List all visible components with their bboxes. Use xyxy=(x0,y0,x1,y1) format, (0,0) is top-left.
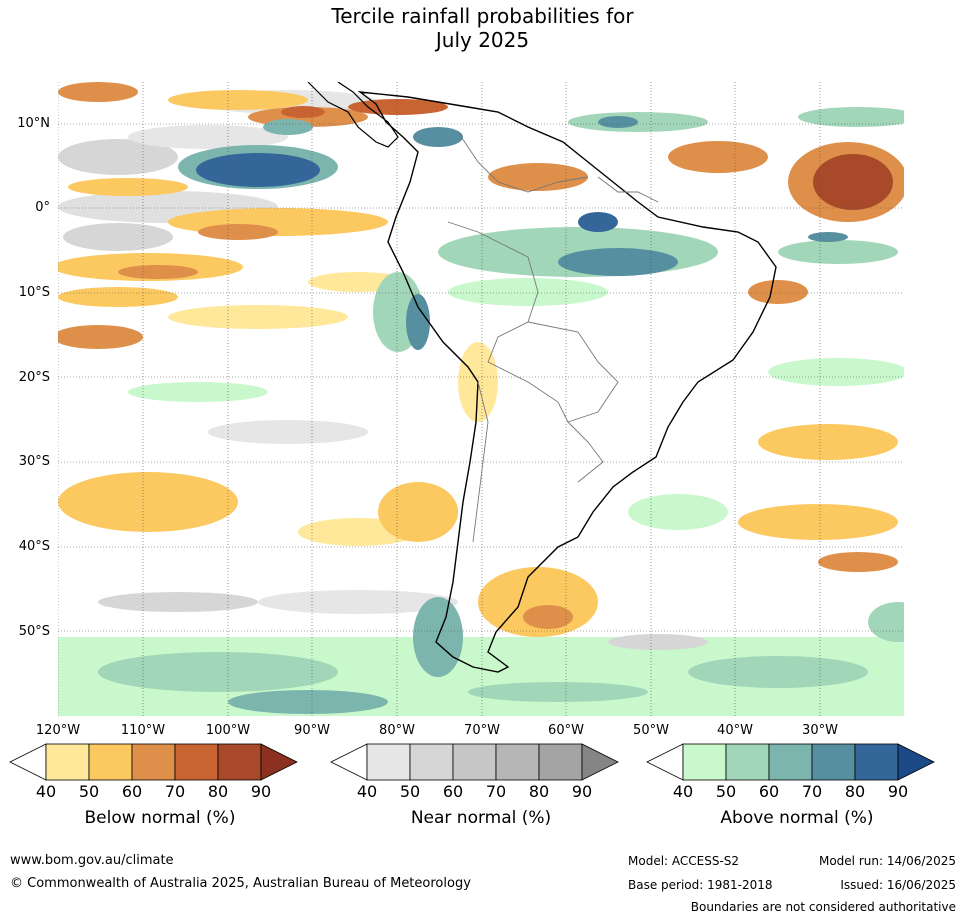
colorbar-segment xyxy=(366,743,411,781)
colorbar-segment xyxy=(452,743,497,781)
colorbar-tick-label: 80 xyxy=(528,782,550,801)
lon-label: 40°W xyxy=(717,723,753,738)
colorbar-tick-label: 40 xyxy=(35,782,57,801)
map-canvas xyxy=(53,81,928,716)
colorbar-tick-label: 50 xyxy=(715,782,737,801)
lat-label: 20°S xyxy=(18,370,50,385)
lon-label: 30°W xyxy=(802,723,838,738)
lat-label: 10°S xyxy=(18,285,50,300)
lat-label: 40°S xyxy=(18,539,50,554)
colorbar-tick-label: 90 xyxy=(571,782,593,801)
colorbar-segment xyxy=(538,743,583,781)
colorbar-segment xyxy=(682,743,727,781)
lat-label: 30°S xyxy=(18,454,50,469)
lon-label: 60°W xyxy=(548,723,584,738)
graticule xyxy=(57,82,904,716)
base-period-text: Base period: 1981-2018 xyxy=(628,878,773,892)
title-line-1: Tercile rainfall probabilities for xyxy=(331,4,634,28)
colorbar-extend-high xyxy=(897,743,935,781)
colorbar-tick-label: 70 xyxy=(164,782,186,801)
above-normal-colorbar xyxy=(646,743,935,781)
colorbar-segment xyxy=(45,743,90,781)
map-title: Tercile rainfall probabilities for July … xyxy=(0,4,965,52)
colorbar-segment xyxy=(217,743,262,781)
colorbar-segment xyxy=(811,743,856,781)
probability-map xyxy=(53,81,928,716)
colorbar-tick-label: 70 xyxy=(485,782,507,801)
below-normal-colorbar xyxy=(9,743,298,781)
near-normal-title: Near normal (%) xyxy=(410,808,552,828)
colorbar-tick-label: 60 xyxy=(758,782,780,801)
colorbar-tick-label: 80 xyxy=(844,782,866,801)
lon-label: 120°W xyxy=(35,723,81,738)
lat-label: 10°N xyxy=(17,116,50,131)
colorbar-segment xyxy=(88,743,133,781)
copyright-text: © Commonwealth of Australia 2025, Austra… xyxy=(10,876,471,891)
model-run-text: Model run: 14/06/2025 xyxy=(818,854,956,868)
below-normal-title: Below normal (%) xyxy=(84,808,236,828)
colorbar-segment xyxy=(131,743,176,781)
colorbar-segment xyxy=(495,743,540,781)
colorbar-tick-label: 40 xyxy=(672,782,694,801)
colorbar-tick-label: 50 xyxy=(399,782,421,801)
lat-label: 50°S xyxy=(18,624,50,639)
lon-label: 90°W xyxy=(294,723,330,738)
lon-label: 70°W xyxy=(464,723,500,738)
lon-label: 80°W xyxy=(379,723,415,738)
website-link[interactable]: www.bom.gov.au/climate xyxy=(10,853,174,868)
colorbar-extend-low xyxy=(9,743,47,781)
lat-label: 0° xyxy=(35,200,50,215)
colorbar-tick-label: 90 xyxy=(250,782,272,801)
colorbar-extend-high xyxy=(260,743,298,781)
colorbar-extend-low xyxy=(646,743,684,781)
colorbar-extend-low xyxy=(330,743,368,781)
near-normal-colorbar xyxy=(330,743,619,781)
south-america-coastline xyxy=(357,91,777,673)
lon-label: 110°W xyxy=(120,723,166,738)
colorbar-tick-label: 90 xyxy=(887,782,909,801)
colorbar-tick-label: 60 xyxy=(442,782,464,801)
colorbar-segment xyxy=(725,743,770,781)
colorbar-segment xyxy=(409,743,454,781)
boundaries-note: Boundaries are not considered authoritat… xyxy=(690,900,956,914)
colorbar-extend-high xyxy=(581,743,619,781)
title-line-2: July 2025 xyxy=(435,28,530,52)
colorbar-segment xyxy=(854,743,899,781)
colorbar-segment xyxy=(768,743,813,781)
country-borders xyxy=(447,131,659,543)
issued-text: Issued: 16/06/2025 xyxy=(840,878,956,892)
probability-shading xyxy=(53,82,928,716)
colorbar-segment xyxy=(174,743,219,781)
lon-label: 100°W xyxy=(205,723,251,738)
model-text: Model: ACCESS-S2 xyxy=(628,854,740,868)
colorbar-tick-label: 60 xyxy=(121,782,143,801)
lon-label: 50°W xyxy=(633,723,669,738)
colorbar-tick-label: 50 xyxy=(78,782,100,801)
colorbar-tick-label: 70 xyxy=(801,782,823,801)
colorbar-tick-label: 40 xyxy=(356,782,378,801)
colorbar-tick-label: 80 xyxy=(207,782,229,801)
above-normal-title: Above normal (%) xyxy=(720,808,874,828)
central-america-coastline xyxy=(307,81,399,148)
